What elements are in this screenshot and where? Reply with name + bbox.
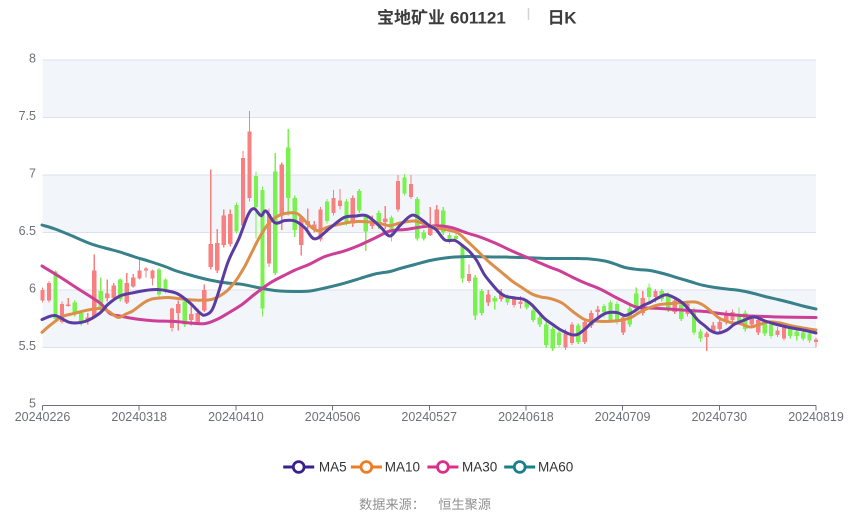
svg-text:20240410: 20240410 xyxy=(208,410,264,424)
svg-text:601121: 601121 xyxy=(450,9,506,28)
svg-text:K: K xyxy=(564,9,577,28)
svg-text:7: 7 xyxy=(29,167,36,181)
svg-text:MA60: MA60 xyxy=(538,460,573,475)
svg-text:5.5: 5.5 xyxy=(19,339,36,353)
svg-text:20240730: 20240730 xyxy=(691,410,747,424)
svg-text:20240709: 20240709 xyxy=(595,410,651,424)
svg-text:20240226: 20240226 xyxy=(15,410,71,424)
svg-text:20240506: 20240506 xyxy=(305,410,361,424)
svg-text:20240527: 20240527 xyxy=(401,410,457,424)
svg-text:20240318: 20240318 xyxy=(111,410,167,424)
svg-text:20240819: 20240819 xyxy=(788,410,844,424)
svg-text:7.5: 7.5 xyxy=(19,109,36,123)
svg-text:MA30: MA30 xyxy=(462,460,497,475)
svg-text:6.5: 6.5 xyxy=(19,224,36,238)
svg-text:6: 6 xyxy=(29,282,36,296)
svg-text:MA10: MA10 xyxy=(385,460,420,475)
svg-text:5: 5 xyxy=(29,397,36,411)
svg-text:20240618: 20240618 xyxy=(498,410,554,424)
svg-text:MA5: MA5 xyxy=(319,460,347,475)
svg-text:8: 8 xyxy=(29,52,36,66)
